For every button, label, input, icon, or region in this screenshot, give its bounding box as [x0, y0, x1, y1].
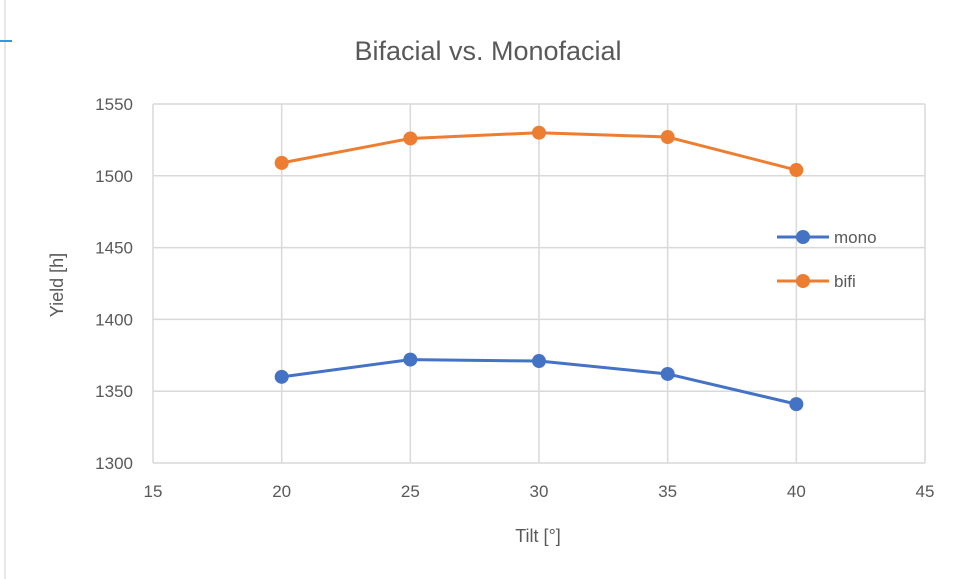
series-bifi [274, 125, 804, 178]
y-tick-label: 1450 [95, 239, 133, 258]
x-tick-label: 30 [530, 482, 549, 501]
y-tick-label: 1400 [95, 310, 133, 329]
window-edge [0, 0, 12, 579]
chart-title: Bifacial vs. Monofacial [354, 36, 621, 66]
y-tick-label: 1300 [95, 454, 133, 473]
legend-label: bifi [834, 272, 856, 291]
x-tick-label: 20 [272, 482, 291, 501]
y-tick-label: 1350 [95, 382, 133, 401]
data-point-bifi [274, 155, 289, 170]
data-point-bifi [532, 125, 546, 140]
data-point-mono [403, 352, 418, 367]
x-tick-label: 35 [658, 482, 677, 501]
y-tick-labels: 1300 1350 1400 1450 1500 1550 [95, 95, 133, 473]
legend: mono bifi [777, 228, 877, 291]
x-tick-label: 45 [916, 482, 935, 501]
legend-swatch-marker [796, 274, 810, 288]
y-axis-title: Yield [h] [47, 253, 67, 317]
data-point-bifi [660, 130, 675, 145]
data-point-mono [789, 397, 804, 412]
legend-item-mono: mono [777, 228, 877, 247]
x-axis-title: Tilt [°] [515, 526, 561, 546]
data-point-bifi [789, 163, 804, 178]
y-tick-label: 1550 [95, 95, 133, 114]
x-tick-label: 25 [401, 482, 420, 501]
legend-swatch-marker [796, 230, 810, 244]
data-point-bifi [403, 131, 418, 146]
data-point-mono [660, 366, 675, 381]
x-tick-label: 15 [144, 482, 163, 501]
x-tick-label: 40 [787, 482, 806, 501]
legend-item-bifi: bifi [777, 272, 856, 291]
y-tick-label: 1500 [95, 167, 133, 186]
data-point-mono [532, 354, 546, 369]
axis-layer [152, 104, 925, 464]
series-mono [274, 352, 804, 412]
data-point-mono [274, 369, 289, 384]
series-layer [274, 125, 804, 412]
x-tick-labels: 15 20 25 30 35 40 45 [144, 482, 935, 501]
legend-label: mono [834, 228, 877, 247]
